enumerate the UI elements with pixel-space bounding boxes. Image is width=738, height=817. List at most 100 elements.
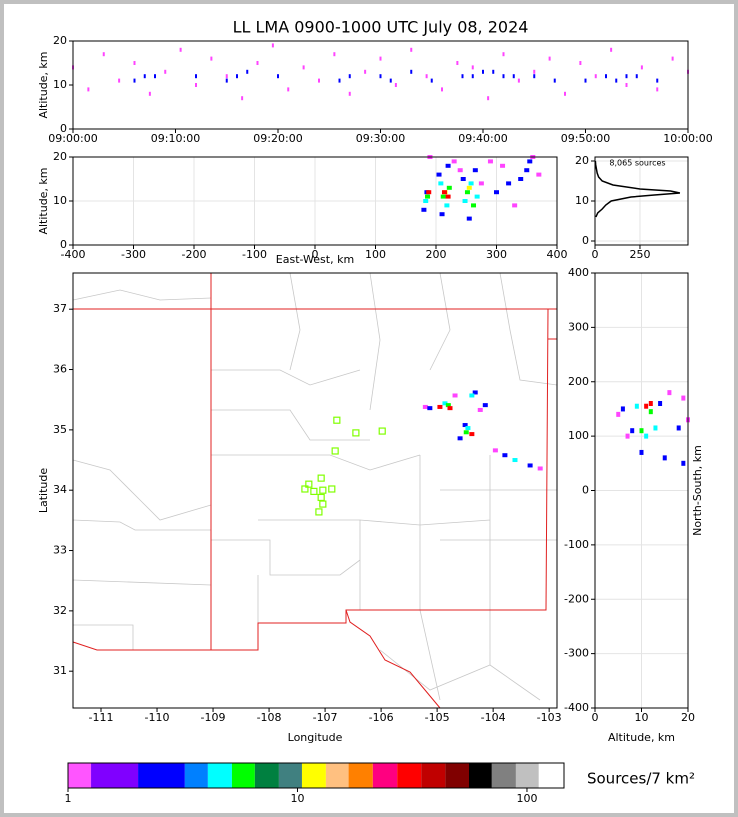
x-tick-label: 300: [486, 248, 507, 261]
source-point: [512, 74, 515, 79]
source-point: [625, 83, 628, 87]
colorbar-cell: [138, 763, 185, 788]
source-point: [439, 212, 445, 217]
station: [352, 429, 360, 437]
source-point: [502, 74, 505, 79]
colorbar-cell: [254, 763, 279, 788]
altitude-histogram: [594, 160, 681, 218]
source-point: [338, 78, 341, 83]
source-point: [379, 74, 382, 79]
plot-frame: [72, 156, 558, 246]
source-point: [441, 87, 443, 92]
y-tick-label: 0: [582, 234, 589, 247]
source-point: [462, 199, 468, 203]
station: [319, 500, 327, 508]
source-point: [465, 426, 471, 431]
y-tick-label: -400: [564, 701, 589, 714]
station: [328, 485, 336, 493]
x-tick-label: 100: [365, 248, 386, 261]
station: [317, 474, 325, 482]
source-point: [195, 74, 197, 79]
source-point: [445, 163, 451, 168]
x-tick-label: 0: [592, 248, 599, 261]
source-point: [471, 203, 477, 208]
source-point: [644, 403, 649, 409]
source-point: [610, 47, 613, 52]
source-point: [457, 436, 463, 441]
source-point: [148, 91, 151, 96]
y-tick-label: -300: [564, 647, 589, 660]
source-point: [553, 78, 556, 83]
x-tick-label: -103: [537, 711, 562, 724]
source-point: [487, 159, 493, 164]
source-point: [133, 78, 136, 83]
source-point: [287, 87, 290, 92]
source-point: [579, 61, 582, 65]
source-point: [425, 194, 431, 199]
source-point: [474, 194, 480, 199]
x-tick-label: 0: [592, 711, 599, 724]
source-point: [594, 74, 597, 79]
colorbar-cell: [538, 763, 564, 788]
y-tick-label: 200: [568, 375, 589, 388]
annotation: 8,065 sources: [609, 159, 665, 168]
source-point: [466, 216, 472, 221]
source-point: [478, 181, 484, 186]
source-point: [524, 168, 530, 173]
source-point: [464, 190, 470, 195]
source-point: [271, 43, 274, 48]
y-tick-label: 31: [53, 664, 67, 677]
source-point: [634, 403, 639, 409]
source-point: [421, 207, 427, 212]
source-point: [446, 185, 452, 190]
y-tick-label: 10: [53, 78, 67, 91]
source-point: [256, 61, 259, 65]
x-tick-label: 09:30:00: [356, 132, 405, 145]
colorbar-cell: [397, 763, 422, 788]
x-tick-label: 0: [312, 248, 319, 261]
county-lines: [72, 272, 558, 701]
source-point: [440, 194, 446, 199]
source-point: [656, 87, 659, 92]
source-point: [430, 78, 433, 83]
source-point: [389, 78, 392, 83]
source-point: [468, 181, 474, 186]
y-tick-label: 0: [582, 484, 589, 497]
y-tick-label: 300: [568, 320, 589, 333]
source-point: [482, 69, 484, 74]
x-tick-label: 200: [426, 248, 447, 261]
plot-frame: [594, 156, 689, 246]
y-tick-label: -200: [564, 592, 589, 605]
source-point: [492, 448, 498, 453]
source-point: [615, 78, 618, 83]
source-point: [118, 78, 121, 83]
source-point: [426, 190, 432, 195]
y-tick-label: 0: [60, 238, 67, 251]
y-axis-label: Altitude, km: [37, 167, 50, 234]
source-point: [427, 406, 433, 411]
y-tick-label: 400: [568, 266, 589, 279]
x-tick-label: 1: [65, 792, 72, 805]
x-tick-label: -107: [313, 711, 338, 724]
colorbar-cell: [278, 763, 302, 788]
station: [333, 416, 341, 424]
plot-frame: [72, 272, 558, 709]
source-point: [195, 83, 197, 87]
source-point: [644, 433, 649, 439]
source-point: [437, 404, 443, 409]
source-point: [658, 401, 663, 406]
source-point: [348, 74, 351, 79]
source-point: [472, 168, 478, 173]
x-tick-label: -200: [182, 248, 207, 261]
source-point: [512, 458, 518, 463]
source-point: [639, 428, 644, 434]
source-point: [102, 52, 105, 57]
source-point: [246, 69, 249, 74]
source-point: [469, 432, 475, 437]
source-point: [536, 172, 542, 177]
source-point: [466, 185, 472, 190]
x-tick-label: -300: [121, 248, 146, 261]
station: [310, 487, 318, 496]
x-tick-label: 10:00:00: [663, 132, 712, 145]
